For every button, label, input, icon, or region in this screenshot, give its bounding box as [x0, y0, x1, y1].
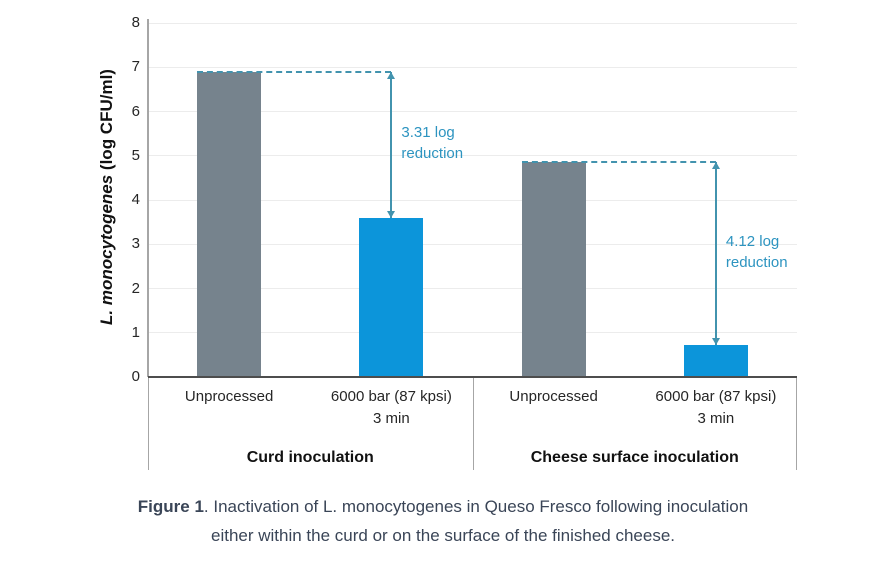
- x-axis-label-unprocessed: Unprocessed: [469, 386, 639, 408]
- bar-cheese-surface-inoculation-unprocessed: [521, 162, 586, 377]
- grid-line: [148, 243, 797, 245]
- figure-caption: Figure 1. Inactivation of L. monocytogen…: [0, 492, 886, 550]
- y-axis-tick-label: 3: [131, 235, 140, 253]
- y-axis-tick-label: 6: [131, 102, 140, 120]
- bar-curd-inoculation-unprocessed: [197, 71, 262, 377]
- figure-caption-line-2: either within the curd or on the surface…: [211, 526, 675, 545]
- x-axis-line: [148, 376, 797, 378]
- x-axis-label-line: 6000 bar (87 kpsi): [330, 388, 452, 405]
- reduction-arrow-head-up: [711, 162, 720, 170]
- x-axis-label-unprocessed: Unprocessed: [144, 386, 314, 408]
- category-divider: [472, 377, 474, 470]
- reduction-annotation-line: reduction: [725, 253, 788, 271]
- figure-caption-label: Figure 1: [137, 497, 204, 516]
- grid-line: [148, 288, 797, 289]
- y-axis-tick-label: 8: [131, 14, 140, 31]
- bar-curd-inoculation-6000-bar-87-kpsi-3-min: [359, 217, 424, 377]
- grid-line: [148, 332, 797, 334]
- reduction-annotation-line: 4.12 log: [725, 232, 780, 250]
- reduction-arrow-head-down: [711, 337, 720, 345]
- x-axis-label-6000-bar-87-kpsi-3-min: 6000 bar (87 kpsi) 3 min: [631, 386, 801, 430]
- grid-line: [148, 155, 797, 157]
- group-label-curd-inoculation: Curd inoculation: [246, 449, 374, 466]
- x-axis-label-6000-bar-87-kpsi-3-min: 6000 bar (87 kpsi) 3 min: [306, 386, 476, 430]
- bar-cheese-surface-inoculation-6000-bar-87-kpsi-3-min: [683, 344, 748, 377]
- reduction-arrow-head-up: [387, 71, 396, 79]
- grid-line: [148, 66, 797, 68]
- reduction-dash-line: [197, 70, 392, 73]
- figure-caption-line-1: Figure 1. Inactivation of L. monocytogen…: [0, 492, 886, 521]
- x-axis-label-line: 3 min: [697, 410, 735, 427]
- y-axis-tick-label: 7: [131, 58, 140, 76]
- grid-line: [148, 111, 797, 112]
- reduction-arrow-head-down: [387, 210, 396, 218]
- grid-line: [148, 22, 797, 24]
- y-axis-line: [147, 19, 149, 377]
- reduction-arrow: [390, 71, 393, 218]
- y-axis-tick-label: 0: [131, 368, 140, 385]
- y-axis-tick-label: 5: [131, 146, 140, 164]
- reduction-annotation: 4.12 log reduction: [726, 231, 788, 273]
- figure-caption-text: . Inactivation of L. monocytogenes in Qu…: [203, 497, 749, 516]
- reduction-annotation-line: reduction: [401, 144, 464, 162]
- y-axis-tick-label: 2: [131, 279, 140, 297]
- reduction-arrow: [714, 162, 717, 345]
- x-axis-label-line: Unprocessed: [184, 388, 274, 405]
- group-label-cheese-surface-inoculation: Cheese surface inoculation: [530, 449, 739, 466]
- y-axis-tick-label: 1: [131, 323, 140, 341]
- reduction-dash-line: [521, 161, 716, 164]
- reduction-annotation: 3.31 log reduction: [401, 122, 463, 164]
- grid-line: [148, 199, 797, 201]
- x-axis-label-line: 6000 bar (87 kpsi): [655, 388, 777, 405]
- reduction-annotation-line: 3.31 log: [401, 123, 455, 141]
- category-divider: [148, 377, 149, 470]
- category-divider: [796, 377, 797, 470]
- x-axis-label-line: 3 min: [373, 410, 410, 427]
- x-axis-label-line: Unprocessed: [509, 388, 598, 405]
- y-axis-tick-label: 4: [131, 191, 140, 208]
